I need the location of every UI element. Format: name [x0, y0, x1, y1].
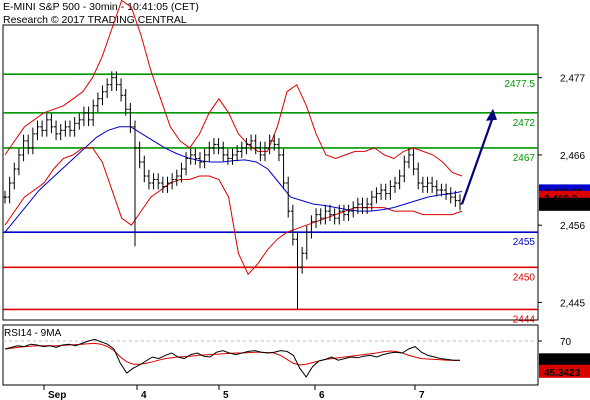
level-label: 2467 [513, 153, 536, 164]
rsi-y-tick-label: 70 [560, 337, 572, 348]
rsi-badge-label: 45.8683 [544, 356, 581, 367]
price-y-tick-label: 2,445 [560, 298, 585, 309]
chart-title: E-MINI S&P 500 - 30min - 10:41:05 (CET) [3, 1, 199, 13]
projection-arrow-line [460, 116, 495, 205]
rsi-badge-label: 45.3423 [544, 368, 581, 379]
bollinger-upper-band [4, 0, 463, 177]
price-badge [539, 197, 590, 211]
moving-average-line [4, 126, 463, 233]
x-axis-label: 4 [141, 390, 147, 400]
rsi-line [4, 338, 461, 378]
level-label: 2444 [513, 314, 536, 325]
level-label: 2477.5 [504, 79, 535, 90]
x-axis-label: Sep [48, 390, 66, 400]
price-y-tick-label: 2,466 [560, 151, 585, 162]
projection-arrow-head [486, 108, 497, 121]
x-axis-label: 7 [419, 390, 425, 400]
chart-copyright: Research © 2017 TRADING CENTRAL [3, 14, 187, 26]
level-label: 2455 [513, 237, 536, 248]
x-axis-label: 5 [223, 390, 229, 400]
rsi-title: RSI14 - 9MA [4, 328, 62, 339]
price-plot-frame [2, 24, 539, 321]
rsi-plot-frame [2, 324, 539, 386]
level-label: 2450 [513, 272, 536, 283]
price-y-tick-label: 2,456 [560, 221, 585, 232]
rsi-badge [539, 353, 590, 367]
x-axis-label: 6 [319, 390, 325, 400]
rsi-badge [539, 364, 590, 378]
price-y-tick-label: 2,477 [560, 74, 585, 85]
level-label: 2472 [513, 118, 536, 129]
price-badge-label: 2,459.5 [544, 201, 578, 212]
bollinger-lower-band [4, 147, 463, 276]
